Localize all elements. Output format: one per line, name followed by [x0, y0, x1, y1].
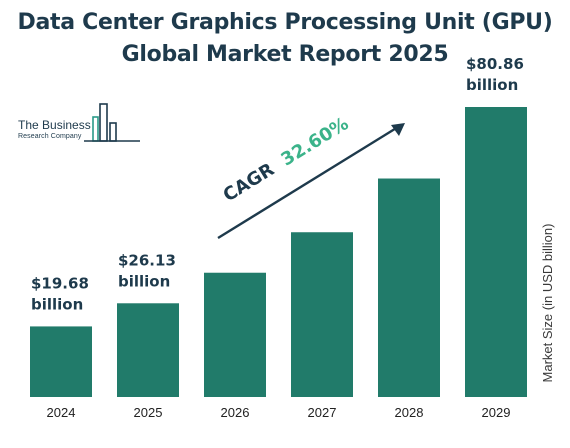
cagr-text: CAGR 32.60%: [220, 113, 353, 206]
logo-text-line-2: Research Company: [18, 133, 82, 140]
x-tick-2029: 2029: [482, 405, 511, 420]
data-label-2025-value: $26.13: [118, 251, 176, 269]
x-tick-2027: 2027: [308, 405, 337, 420]
x-tick-2025: 2025: [134, 405, 163, 420]
x-tick-2024: 2024: [47, 405, 76, 420]
bar-2024: [30, 326, 92, 397]
bar-2027: [291, 232, 353, 397]
cagr-arrow-head: [391, 123, 405, 136]
bar-building-logo-icon: [84, 103, 140, 142]
data-label-2024-value: $19.68: [31, 274, 89, 292]
y-axis-label: Market Size (in USD billion): [540, 224, 555, 383]
cagr-arrow-line: [217, 125, 399, 240]
bar-2028: [378, 178, 440, 397]
data-label-2024-unit: billion: [31, 295, 83, 313]
chart-title-line-2: Global Market Report 2025: [121, 42, 449, 67]
x-tick-2028: 2028: [395, 405, 424, 420]
chart-title-line-1: Data Center Graphics Processing Unit (GP…: [17, 10, 553, 35]
cagr-label: CAGR: [220, 159, 279, 206]
data-label-2029-unit: billion: [466, 76, 518, 94]
data-label-2029-value: $80.86: [466, 55, 524, 73]
cagr-annotation: CAGR 32.60%: [217, 113, 405, 240]
logo-text-line-1: The Business: [18, 118, 91, 132]
bar-2029: [465, 107, 527, 397]
data-label-2025-unit: billion: [118, 272, 170, 290]
bar-2025: [117, 303, 179, 397]
x-tick-2026: 2026: [221, 405, 250, 420]
bar-2026: [204, 272, 266, 397]
